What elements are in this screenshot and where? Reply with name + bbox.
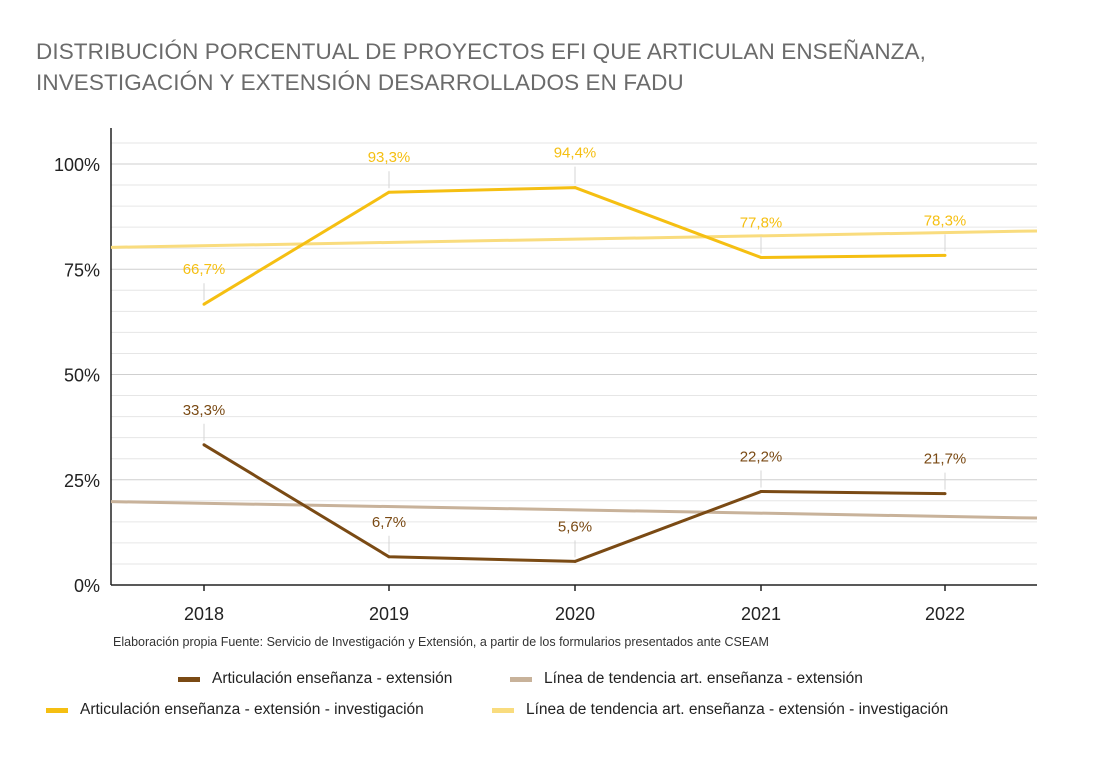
data-point — [202, 302, 206, 306]
series-line — [203, 186, 946, 306]
data-label: 21,7% — [924, 451, 967, 468]
data-label: 6,7% — [372, 514, 406, 531]
data-point — [943, 253, 947, 257]
data-point — [387, 190, 391, 194]
x-tick-label: 2020 — [555, 604, 595, 624]
data-label: 5,6% — [558, 518, 592, 535]
y-tick-label: 50% — [64, 366, 100, 386]
x-tick-label: 2022 — [925, 604, 965, 624]
x-tick-label: 2018 — [184, 604, 224, 624]
legend-swatch-ens-ext-inv-trend — [492, 707, 514, 713]
line-chart: 0% 25% 50% 75% 100% 2018 2019 2020 2021 2022 33,3%… — [54, 128, 1038, 624]
x-tick-label: 2019 — [369, 604, 409, 624]
legend-label: Articulación enseñanza - extensión - inv… — [80, 701, 424, 718]
legend-label: Línea de tendencia art. enseñanza - exte… — [544, 670, 863, 687]
legend-item-ens-ext-inv: Articulación enseñanza - extensión - inv… — [46, 701, 424, 719]
legend-swatch-ens-ext-trend — [510, 676, 532, 682]
trendline — [110, 229, 1038, 249]
y-tick-label: 0% — [74, 576, 100, 596]
legend-item-ens-ext: Articulación enseñanza - extensión — [178, 670, 452, 688]
source-note: Elaboración propia Fuente: Servicio de I… — [113, 635, 769, 649]
legend-item-ens-ext-inv-trend: Línea de tendencia art. enseñanza - exte… — [492, 701, 948, 719]
legend-label: Línea de tendencia art. enseñanza - exte… — [526, 701, 949, 718]
legend-item-ens-ext-trend: Línea de tendencia art. enseñanza - exte… — [510, 670, 863, 688]
trendline — [110, 500, 1038, 520]
data-point — [573, 559, 577, 563]
data-point — [759, 490, 763, 494]
chart-title: DISTRIBUCIÓN PORCENTUAL DE PROYECTOS EFI… — [36, 39, 926, 95]
legend-label: Articulación enseñanza - extensión — [212, 670, 453, 687]
data-label: 66,7% — [183, 261, 226, 278]
data-point — [573, 186, 577, 190]
y-tick-label: 25% — [64, 471, 100, 491]
data-label: 94,4% — [554, 145, 597, 162]
legend-swatch-ens-ext — [178, 676, 200, 682]
data-point — [202, 443, 206, 447]
y-tick-label: 100% — [54, 155, 100, 175]
x-tick-label: 2021 — [741, 604, 781, 624]
data-label: 22,2% — [740, 449, 783, 466]
legend-swatch-ens-ext-inv — [46, 707, 68, 713]
data-label: 33,3% — [183, 402, 226, 419]
data-point — [943, 492, 947, 496]
data-label: 77,8% — [740, 214, 783, 231]
data-label: 93,3% — [368, 149, 411, 166]
y-tick-label: 75% — [64, 260, 100, 280]
data-label: 78,3% — [924, 212, 967, 229]
data-point — [387, 555, 391, 559]
data-point — [759, 255, 763, 259]
